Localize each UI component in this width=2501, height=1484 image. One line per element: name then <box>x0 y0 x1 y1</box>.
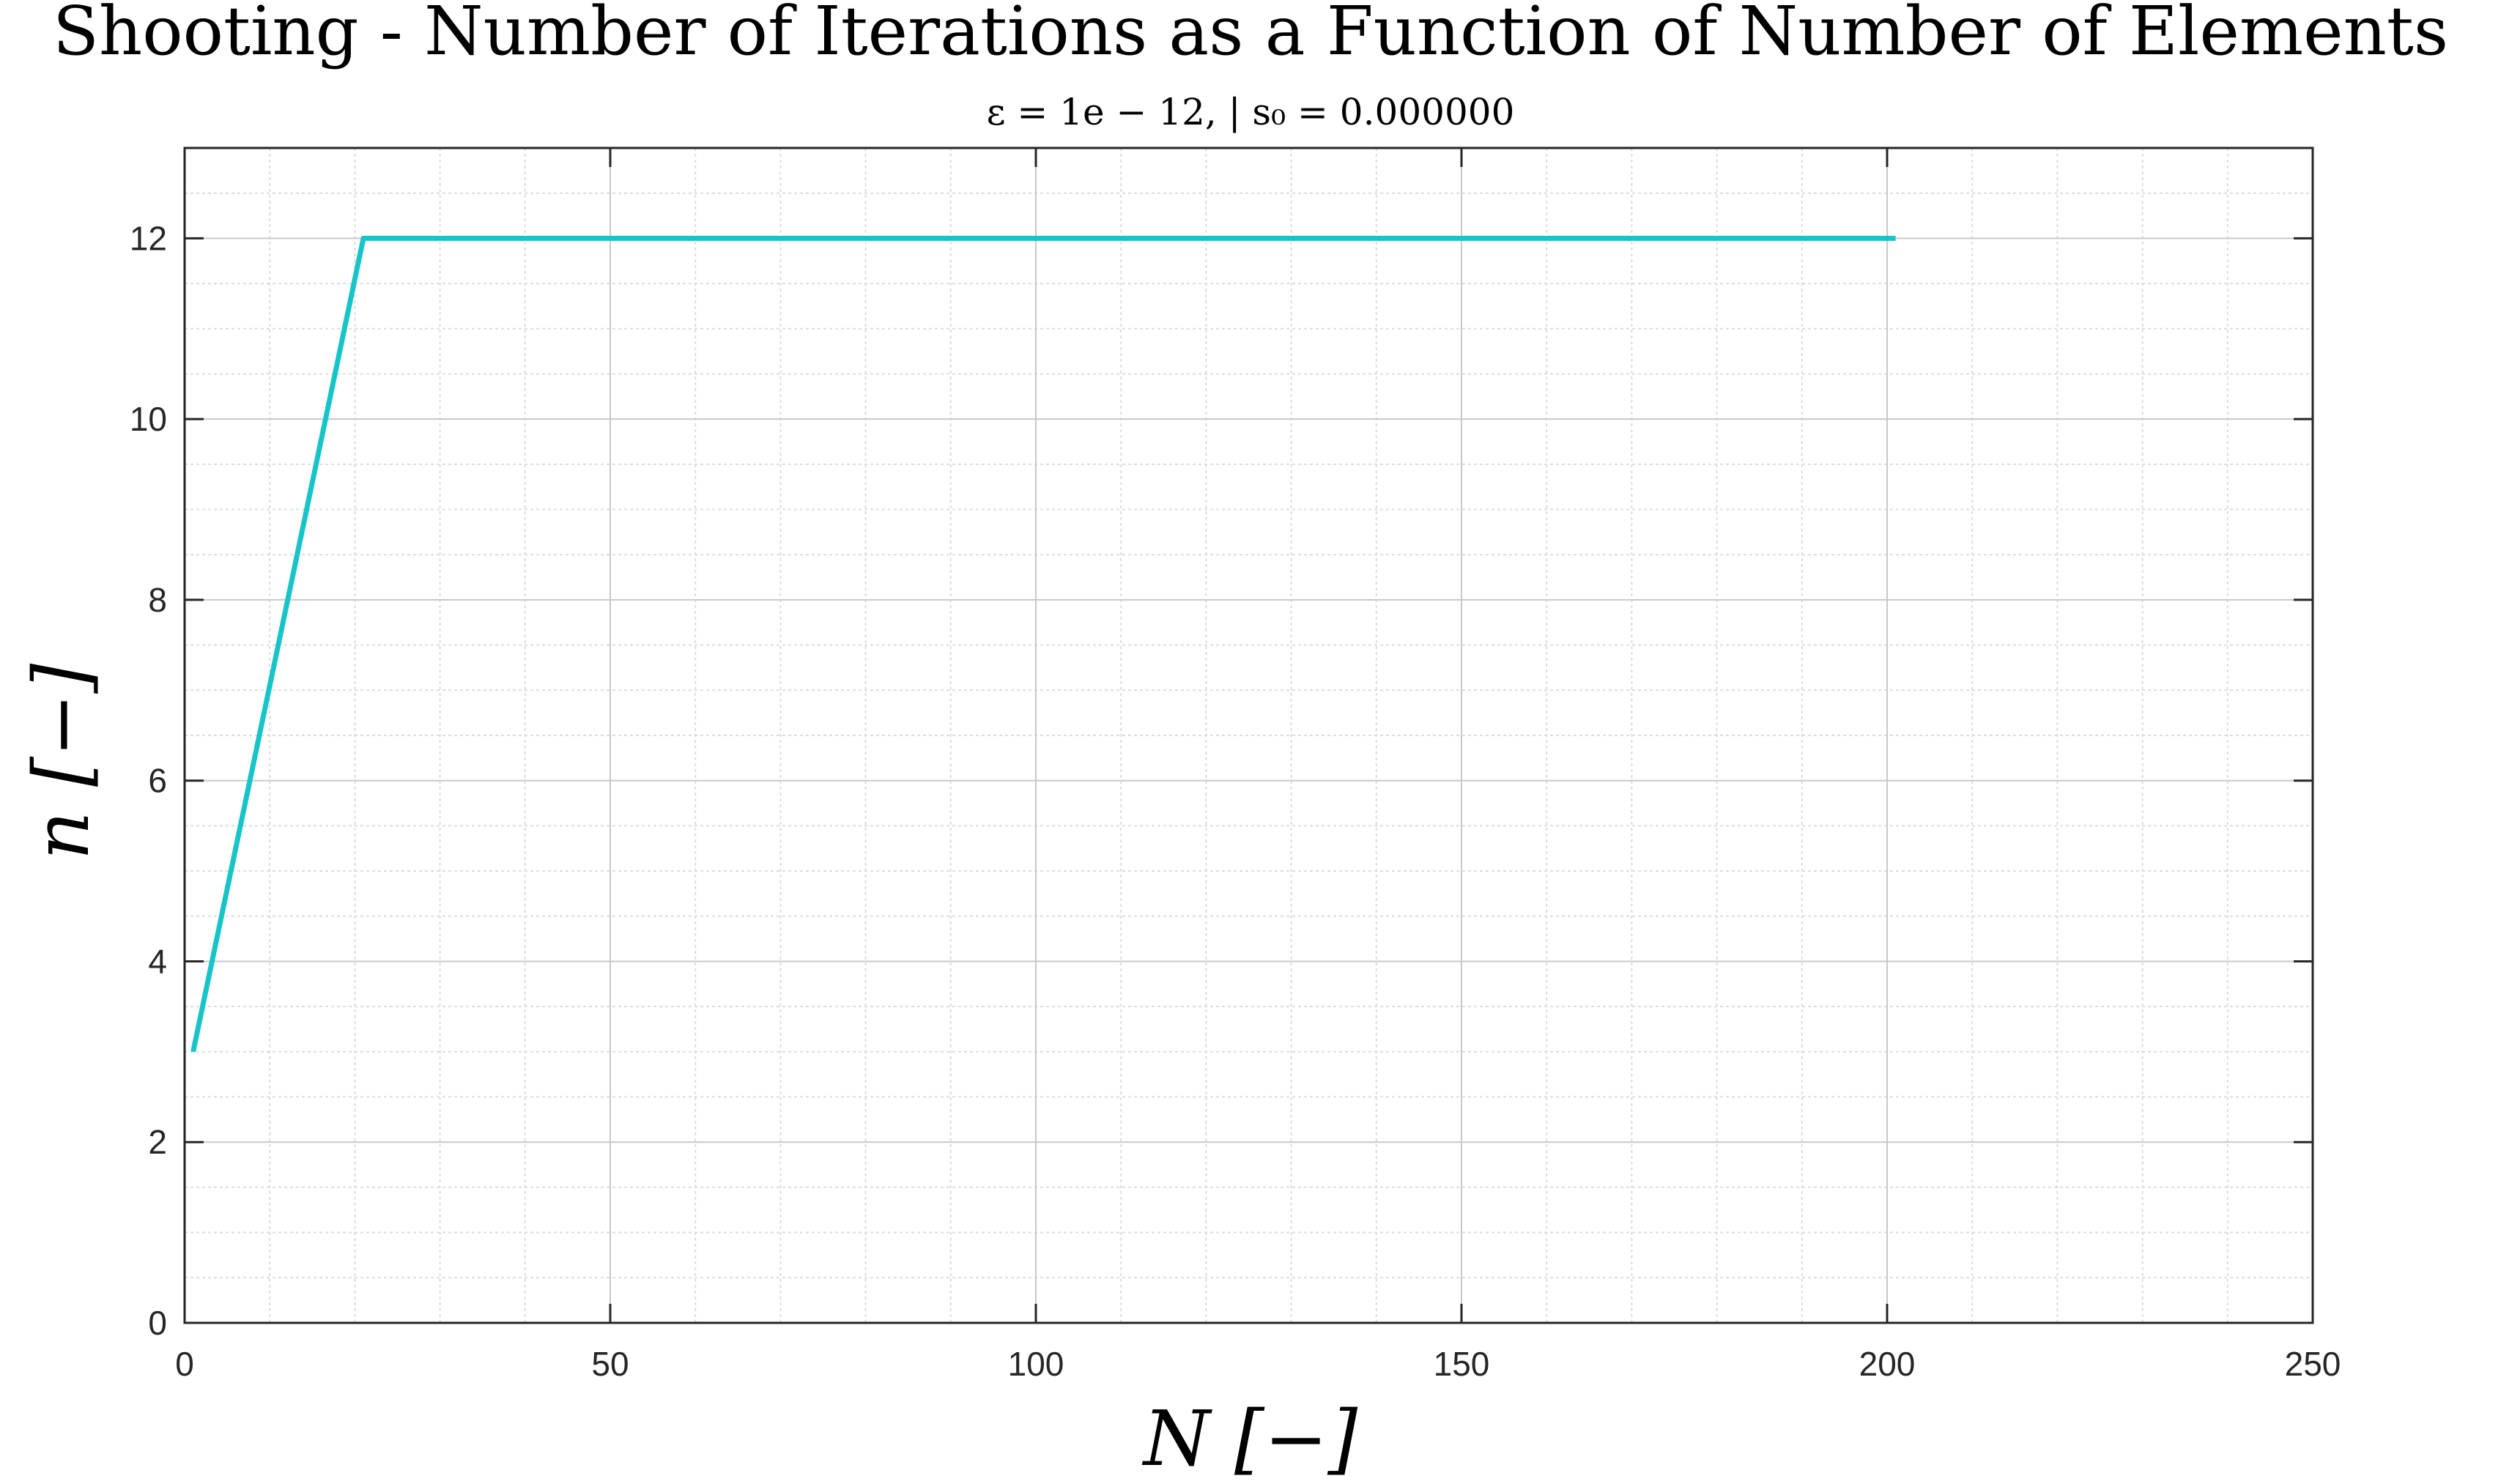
axis-ticks <box>183 148 2314 1324</box>
y-tick-label: 6 <box>148 762 167 800</box>
minor-grid <box>185 147 2313 1323</box>
y-tick-label: 2 <box>148 1123 167 1161</box>
x-tick-label: 200 <box>1859 1345 1916 1383</box>
y-tick-label: 4 <box>148 942 167 980</box>
chart-title: Shooting - Number of Iterations as a Fun… <box>53 0 2448 70</box>
y-tick-label: 0 <box>148 1304 167 1342</box>
y-tick-label: 10 <box>130 400 167 438</box>
y-tick-labels: 0 2 4 6 8 10 12 <box>130 219 167 1342</box>
x-tick-label: 250 <box>2285 1345 2341 1383</box>
plot-area-frame <box>183 146 2314 1324</box>
x-tick-label: 100 <box>1008 1345 1064 1383</box>
x-axis-label: N [−] <box>1141 1394 1358 1483</box>
x-tick-labels: 0 50 100 150 200 250 <box>175 1345 2341 1383</box>
x-tick-label: 0 <box>175 1345 194 1383</box>
series-line <box>190 235 1896 1053</box>
series-layer <box>190 235 1896 1053</box>
y-axis-label: n [−] <box>17 663 106 860</box>
x-tick-label: 50 <box>591 1345 629 1383</box>
y-tick-label: 8 <box>148 581 167 619</box>
x-tick-label: 150 <box>1434 1345 1490 1383</box>
y-tick-label: 12 <box>130 219 167 257</box>
chart-subtitle: ε = 1e − 12, | s₀ = 0.000000 <box>987 91 1515 133</box>
